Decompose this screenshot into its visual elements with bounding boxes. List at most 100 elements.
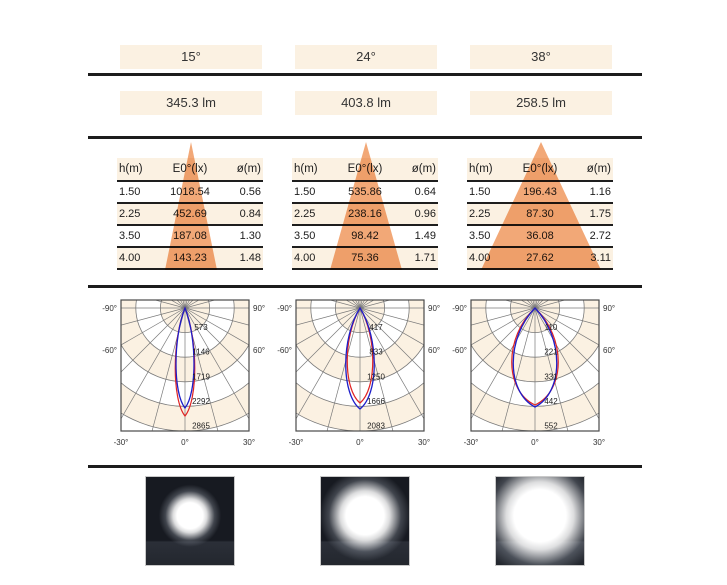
table-cell: 2.25 xyxy=(119,208,141,220)
table-cell: 1.48 xyxy=(239,252,261,264)
svg-text:-90°: -90° xyxy=(277,304,292,313)
table-row: 3.50 36.08 2.72 xyxy=(467,226,613,248)
table-header-row: h(m) E0°(lx) ø(m) xyxy=(467,158,613,182)
table-header-row: h(m) E0°(lx) ø(m) xyxy=(117,158,263,182)
table-cell: 4.00 xyxy=(294,252,316,264)
flux-value: 258.5 lm xyxy=(470,91,612,115)
table-cell: 2.25 xyxy=(294,208,316,220)
polar-diagram: 573 1146 1719 2292 2865 -90° 90° -60° 60° -30° 0° 3… xyxy=(102,299,265,447)
svg-text:552: 552 xyxy=(544,422,558,431)
svg-text:331: 331 xyxy=(544,372,558,381)
column-24deg: 24° 403.8 lm h(m) E0°(lx) ø(m) 1.50 535.… xyxy=(277,45,442,575)
table-cell: 4.00 xyxy=(119,252,141,264)
table-cell: 0.96 xyxy=(414,208,436,220)
table-row: 2.25 238.16 0.96 xyxy=(292,204,438,226)
table-cell: 238.16 xyxy=(348,208,382,220)
svg-text:90°: 90° xyxy=(253,304,265,313)
svg-text:60°: 60° xyxy=(428,346,440,355)
beam-photo xyxy=(145,476,235,566)
table-cell: 0.84 xyxy=(239,208,261,220)
table-cell: 1.16 xyxy=(589,186,611,198)
divider xyxy=(88,73,642,76)
table-cell: 2.72 xyxy=(589,230,611,242)
column-15deg: 15° 345.3 lm h(m) E0°(lx) ø(m) 1.50 1018… xyxy=(102,45,267,575)
beam-angle-header: 38° xyxy=(470,45,612,69)
svg-text:60°: 60° xyxy=(603,346,615,355)
svg-text:2292: 2292 xyxy=(192,397,210,406)
svg-text:60°: 60° xyxy=(253,346,265,355)
table-header-height: h(m) xyxy=(119,163,143,175)
table-cell: 3.50 xyxy=(469,230,491,242)
svg-text:1146: 1146 xyxy=(192,348,210,357)
table-cell: 1.50 xyxy=(119,186,141,198)
svg-text:1719: 1719 xyxy=(192,372,210,381)
divider xyxy=(88,285,642,288)
svg-text:30°: 30° xyxy=(593,438,605,447)
table-header-diameter: ø(m) xyxy=(586,163,611,175)
svg-text:417: 417 xyxy=(369,323,383,332)
svg-text:90°: 90° xyxy=(603,304,615,313)
beam-angle-header: 15° xyxy=(120,45,262,69)
table-cell: 1.71 xyxy=(414,252,436,264)
table-row: 4.00 143.23 1.48 xyxy=(117,248,263,270)
table-row: 1.50 535.86 0.64 xyxy=(292,182,438,204)
photometric-table: h(m) E0°(lx) ø(m) 1.50 1018.54 0.56 2.25… xyxy=(117,158,263,270)
table-row: 3.50 98.42 1.49 xyxy=(292,226,438,248)
flux-value: 403.8 lm xyxy=(295,91,437,115)
table-header-illuminance: E0°(lx) xyxy=(522,163,558,175)
table-cell: 3.50 xyxy=(294,230,316,242)
svg-text:0°: 0° xyxy=(356,438,364,447)
beam-angle-header: 24° xyxy=(295,45,437,69)
table-row: 3.50 187.08 1.30 xyxy=(117,226,263,248)
svg-text:-90°: -90° xyxy=(102,304,117,313)
table-row: 2.25 452.69 0.84 xyxy=(117,204,263,226)
svg-text:-60°: -60° xyxy=(277,346,292,355)
table-cell: 1018.54 xyxy=(170,186,210,198)
photometric-table: h(m) E0°(lx) ø(m) 1.50 535.86 0.64 2.25 … xyxy=(292,158,438,270)
beam-photo xyxy=(495,476,585,566)
svg-text:1250: 1250 xyxy=(367,372,385,381)
table-cell: 1.50 xyxy=(294,186,316,198)
table-cell: 75.36 xyxy=(351,252,379,264)
svg-text:0°: 0° xyxy=(181,438,189,447)
table-header-illuminance: E0°(lx) xyxy=(172,163,208,175)
table-cell: 452.69 xyxy=(173,208,207,220)
svg-text:110: 110 xyxy=(545,323,558,332)
svg-text:-60°: -60° xyxy=(452,346,467,355)
photometric-table: h(m) E0°(lx) ø(m) 1.50 196.43 1.16 2.25 … xyxy=(467,158,613,270)
table-cell: 1.30 xyxy=(239,230,261,242)
flux-value: 345.3 lm xyxy=(120,91,262,115)
svg-text:573: 573 xyxy=(194,323,208,332)
polar-diagram: 110 221 331 442 552 -90° 90° -60° 60° -30° 0° 30° xyxy=(452,299,615,447)
table-cell: 535.86 xyxy=(348,186,382,198)
svg-text:221: 221 xyxy=(544,348,558,357)
svg-text:1666: 1666 xyxy=(367,397,385,406)
table-header-diameter: ø(m) xyxy=(236,163,261,175)
table-cell: 2.25 xyxy=(469,208,491,220)
beam-photo xyxy=(320,476,410,566)
svg-text:-30°: -30° xyxy=(289,438,304,447)
svg-text:-90°: -90° xyxy=(452,304,467,313)
divider xyxy=(88,136,642,139)
table-header-illuminance: E0°(lx) xyxy=(347,163,383,175)
table-row: 1.50 196.43 1.16 xyxy=(467,182,613,204)
table-row: 4.00 75.36 1.71 xyxy=(292,248,438,270)
svg-text:-30°: -30° xyxy=(114,438,129,447)
table-cell: 4.00 xyxy=(469,252,491,264)
table-cell: 1.50 xyxy=(469,186,491,198)
table-cell: 98.42 xyxy=(351,230,379,242)
svg-text:30°: 30° xyxy=(418,438,430,447)
table-row: 2.25 87.30 1.75 xyxy=(467,204,613,226)
svg-text:30°: 30° xyxy=(243,438,255,447)
table-cell: 196.43 xyxy=(523,186,557,198)
table-header-row: h(m) E0°(lx) ø(m) xyxy=(292,158,438,182)
svg-text:-60°: -60° xyxy=(102,346,117,355)
svg-text:90°: 90° xyxy=(428,304,440,313)
table-cell: 36.08 xyxy=(526,230,554,242)
table-header-height: h(m) xyxy=(294,163,318,175)
table-cell: 1.75 xyxy=(589,208,611,220)
polar-diagram: 417 833 1250 1666 2083 -90° 90° -60° 60° -30° 0° 30… xyxy=(277,299,440,447)
divider xyxy=(88,465,642,468)
svg-text:833: 833 xyxy=(369,348,383,357)
